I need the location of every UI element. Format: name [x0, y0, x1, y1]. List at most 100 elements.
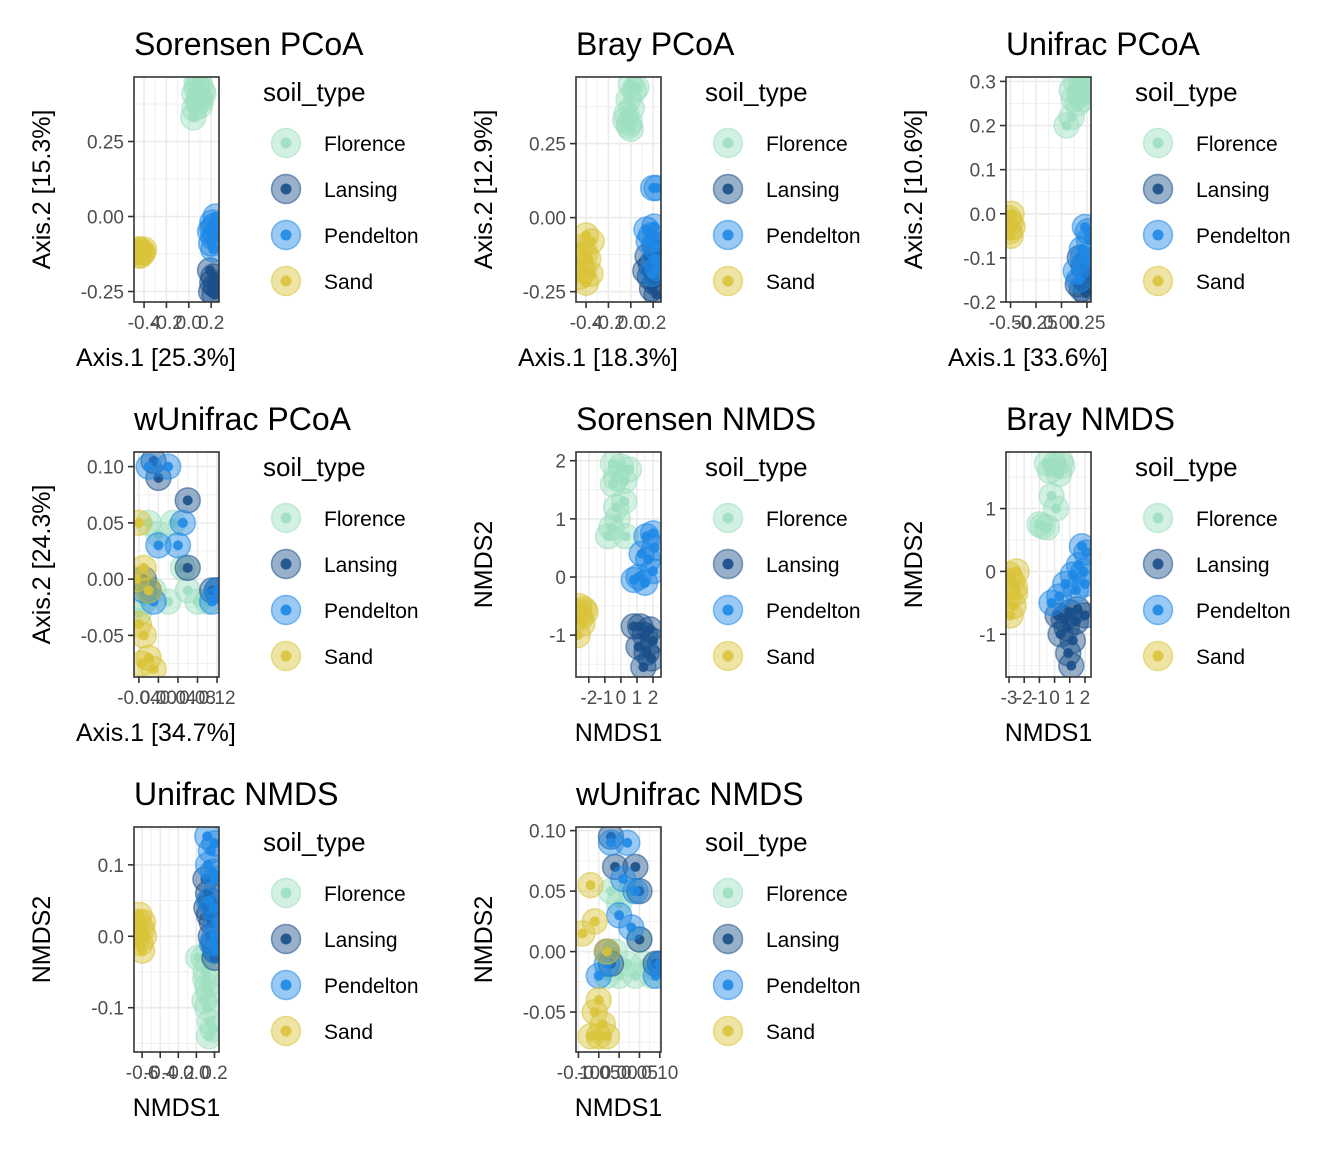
- point-core-lansing: [207, 277, 218, 288]
- x-tick-label: -2: [1016, 688, 1033, 709]
- x-axis-label: Axis.1 [34.7%]: [76, 719, 236, 747]
- legend-key-core-lansing: [722, 183, 734, 195]
- points: [1006, 452, 1091, 677]
- y-axis-label: NMDS2: [900, 521, 928, 609]
- legend-label-sand: Sand: [1196, 646, 1245, 669]
- legend-label-pendelton: Pendelton: [766, 600, 861, 623]
- legend-label-florence: Florence: [324, 133, 406, 156]
- legend-key-core-sand: [722, 650, 734, 662]
- legend-key-core-florence: [280, 137, 292, 149]
- chart-panel-2: -0.4-0.20.00.2 -0.25 0.00 0.25 Bray PCoA Axis…: [470, 26, 861, 372]
- points: [576, 452, 661, 677]
- x-tick-label: 0.10: [641, 1063, 678, 1084]
- legend-key-core-pendelton: [280, 229, 292, 241]
- legend-key-core-sand: [280, 275, 292, 287]
- y-tick-label: 0.00: [87, 208, 124, 229]
- x-tick-label: -0.05: [577, 1063, 620, 1084]
- x-tick-label: 0.2: [198, 313, 224, 334]
- point-core-florence: [603, 531, 614, 542]
- point-core-pendelton: [626, 922, 637, 933]
- point-core-florence: [607, 478, 618, 489]
- point-core-florence: [153, 529, 164, 540]
- point-core-florence: [204, 1031, 215, 1042]
- point-core-florence: [619, 496, 630, 507]
- legend-label-lansing: Lansing: [324, 554, 398, 577]
- x-axis-label: NMDS1: [1005, 719, 1093, 747]
- y-tick-label: 0.25: [87, 133, 124, 154]
- point-sand: [134, 565, 150, 593]
- x-tick-label: 0.2: [201, 1063, 227, 1084]
- legend: soil_type Florence Lansing Pendelton Sand: [263, 827, 419, 1047]
- y-tick-label: 0.05: [529, 882, 566, 903]
- chart-title: wUnifrac NMDS: [575, 776, 804, 812]
- point-core-sand: [589, 1007, 600, 1018]
- y-tick-label: -1: [549, 626, 566, 647]
- chart-title: Sorensen PCoA: [134, 26, 364, 62]
- point-core-sand: [136, 658, 147, 669]
- point-core-pendelton: [639, 577, 650, 588]
- point-core-florence: [1068, 94, 1079, 105]
- y-tick-label: 0.0: [970, 205, 996, 226]
- point-core-florence: [134, 607, 144, 618]
- y-tick-label: 0: [555, 568, 566, 589]
- legend-label-sand: Sand: [1196, 271, 1245, 294]
- x-tick-label: 0: [1049, 688, 1060, 709]
- legend-key-core-lansing: [722, 933, 734, 945]
- legend-label-sand: Sand: [766, 1021, 815, 1044]
- legend-key-core-sand: [280, 650, 292, 662]
- y-axis-label: Axis.2 [12.9%]: [470, 110, 498, 270]
- legend-key-core-florence: [1152, 137, 1164, 149]
- legend-key-core-pendelton: [280, 604, 292, 616]
- x-tick-label: 0: [616, 688, 627, 709]
- point-core-sand: [1010, 588, 1021, 599]
- point-core-sand: [577, 928, 588, 939]
- x-tick-label: 0.25: [1068, 313, 1105, 334]
- point-core-sand: [576, 271, 585, 282]
- point-core-pendelton: [614, 910, 625, 921]
- point-core-sand: [585, 880, 596, 891]
- point-core-lansing: [610, 861, 621, 872]
- x-tick-label: -0.50: [989, 313, 1032, 334]
- x-tick-label: 2: [648, 688, 659, 709]
- point-core-pendelton: [1054, 591, 1065, 602]
- point-core-pendelton: [177, 517, 188, 528]
- point-core-sand: [1006, 230, 1016, 241]
- x-axis-label: NMDS1: [575, 719, 663, 747]
- x-tick-label: 0.00: [140, 688, 177, 709]
- x-tick-label: 0.00: [1043, 313, 1080, 334]
- legend-label-pendelton: Pendelton: [1196, 225, 1291, 248]
- y-tick-label: 2: [555, 452, 566, 473]
- x-tick-label: -3: [1001, 688, 1018, 709]
- y-axis-label: NMDS2: [470, 521, 498, 609]
- point-core-florence: [624, 117, 635, 128]
- legend-title: soil_type: [705, 827, 808, 857]
- point-core-sand: [1006, 208, 1017, 219]
- point-core-lansing: [1072, 604, 1083, 615]
- point-core-sand: [576, 606, 585, 617]
- y-tick-label: 1: [555, 510, 566, 531]
- point-core-lansing: [182, 562, 193, 573]
- x-axis-label: Axis.1 [33.6%]: [948, 344, 1108, 372]
- x-tick-label: -0.25: [1014, 313, 1057, 334]
- legend-key-core-pendelton: [1152, 604, 1164, 616]
- legend-title: soil_type: [1135, 452, 1238, 482]
- point-pendelton: [203, 577, 219, 604]
- legend-key-core-lansing: [1152, 558, 1164, 570]
- point-core-florence: [1051, 503, 1062, 514]
- legend-title: soil_type: [705, 77, 808, 107]
- legend-key-core-pendelton: [722, 604, 734, 616]
- point-core-florence: [1055, 456, 1066, 467]
- points: [1006, 77, 1091, 302]
- y-axis-label: Axis.2 [15.3%]: [28, 110, 56, 270]
- x-tick-label: -0.04: [117, 688, 161, 709]
- point-core-sand: [601, 946, 612, 957]
- chart-panel-3: -0.50-0.250.000.25 -0.2 -0.1 0.0 0.1 0.2 0.3 Un…: [900, 26, 1291, 372]
- chart-title: Bray PCoA: [576, 26, 735, 62]
- panel-border: [1005, 451, 1092, 678]
- x-tick-label: 0.04: [159, 688, 196, 709]
- x-tick-label: -0.2: [150, 313, 183, 334]
- x-tick-label: 2: [1080, 688, 1091, 709]
